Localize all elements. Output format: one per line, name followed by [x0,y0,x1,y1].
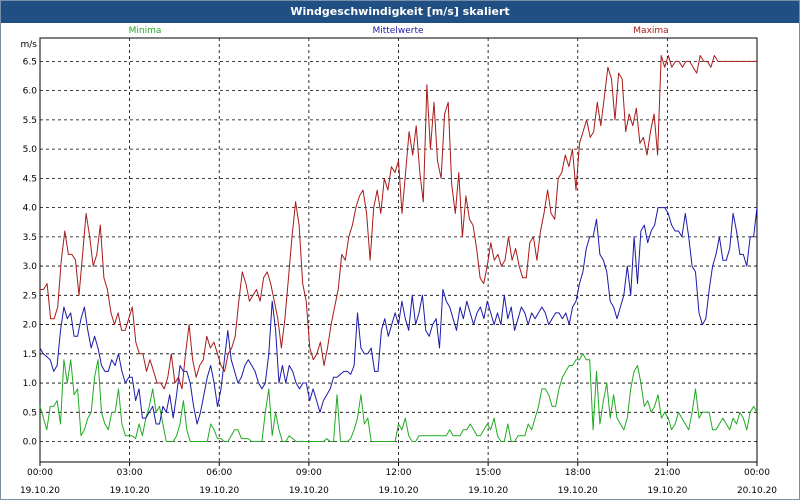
y-tick-label: 1.5 [23,350,37,360]
y-tick-label: 6.5 [23,57,37,67]
y-tick-label: 6.0 [23,87,38,97]
x-tick-time: 18:00 [565,468,591,478]
x-tick-time: 03:00 [117,468,143,478]
series-line-maxima [40,55,757,390]
y-tick-label: 3.5 [23,233,37,243]
y-tick-label: 0.0 [23,438,38,448]
x-tick-time: 06:00 [206,468,232,478]
series-line-minima [39,353,758,442]
x-tick-date: 19.10.20 [289,486,329,496]
legend-entry-maxima: Maxima [633,26,668,36]
x-tick-date: 19.10.20 [378,486,418,496]
x-tick-time: 00:00 [27,468,53,478]
x-tick-time: 09:00 [296,468,322,478]
series-line-mittelwerte [39,207,758,425]
y-tick-label: 2.5 [23,291,37,301]
legend-entry-mittelwerte: Mittelwerte [372,26,423,36]
series-lines [39,55,758,442]
x-tick-time: 15:00 [475,468,501,478]
y-tick-label: 4.5 [23,174,37,184]
legend-entry-minima: Minima [129,26,162,36]
y-tick-label: 4.0 [23,204,38,214]
x-tick-date: 19.10.20 [110,486,150,496]
x-tick-date: 19.10.20 [20,486,60,496]
y-tick-label: 5.0 [23,145,38,155]
x-tick-time: 00:00 [744,468,770,478]
x-tick-date: 20.10.20 [737,486,777,496]
y-tick-label: 0.5 [23,408,37,418]
y-axis-unit: m/s [21,40,38,50]
x-tick-date: 19.10.20 [558,486,598,496]
y-tick-label: 5.5 [23,116,37,126]
x-tick-date: 19.10.20 [199,486,239,496]
y-tick-label: 3.0 [23,262,38,272]
tick-labels: 0.0 0.5 1.0 1.5 2.0 2.5 3.0 3.5 4.0 4.5 5.0 5.5 6.0 6… [20,40,777,496]
grid [40,38,757,462]
y-tick-label: 1.0 [23,379,38,389]
window-title: Windgeschwindigkeit [m/s] skaliert [1,1,799,23]
x-tick-time: 21:00 [654,468,680,478]
x-tick-date: 19.10.20 [468,486,508,496]
axes [39,37,758,466]
plot-frame [39,37,758,463]
legend: Minima Mittelwerte Maxima [129,26,669,36]
y-tick-label: 2.0 [23,321,38,331]
x-tick-time: 12:00 [386,468,412,478]
x-tick-date: 19.10.20 [647,486,687,496]
